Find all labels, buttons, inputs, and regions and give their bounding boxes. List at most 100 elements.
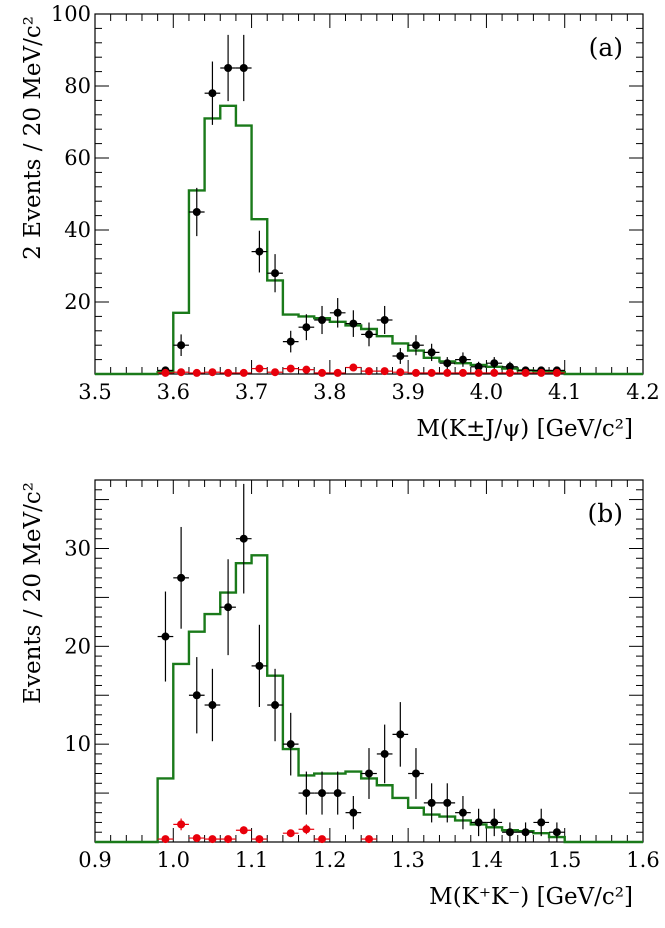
data-point <box>439 783 456 823</box>
x-tick-label: 4.1 <box>548 380 581 404</box>
data-marker <box>427 348 436 357</box>
background-marker <box>224 368 233 377</box>
data-marker <box>365 769 373 778</box>
data-point <box>361 748 377 799</box>
data-marker <box>318 316 327 324</box>
background-point <box>282 829 299 838</box>
data-point <box>235 483 252 594</box>
background-point <box>204 368 221 377</box>
data-marker <box>474 362 483 371</box>
data-point <box>282 712 299 776</box>
y-tick-label: 100 <box>51 2 91 26</box>
data-point <box>517 822 534 842</box>
background-marker <box>474 368 483 377</box>
background-point <box>314 835 330 844</box>
x-tick-label: 1.6 <box>626 848 659 872</box>
x-tick-label: 3.9 <box>391 380 424 404</box>
y-tick-label: 20 <box>64 290 91 314</box>
data-point <box>329 298 346 328</box>
background-point <box>173 368 189 377</box>
data-marker <box>224 64 233 72</box>
data-marker <box>255 247 264 256</box>
data-marker <box>505 828 514 837</box>
background-marker <box>318 368 327 377</box>
background-point <box>549 368 565 377</box>
data-marker <box>271 701 280 710</box>
background-point <box>423 368 440 377</box>
data-marker <box>521 828 530 837</box>
data-marker <box>443 359 452 368</box>
background-marker <box>255 364 264 373</box>
data-point <box>298 314 315 341</box>
background-point <box>517 368 534 377</box>
data-marker <box>302 789 311 798</box>
x-tick-label: 1.3 <box>391 848 424 872</box>
background-point <box>235 826 252 835</box>
y-tick-label: 30 <box>64 536 91 560</box>
data-point <box>267 668 283 742</box>
data-marker <box>161 632 170 641</box>
chart-panel-a: 3.5 3.6 3.7 3.8 3.9 4.0 4.1 4.2 20 40 60 80 100 M(K±J… <box>20 2 660 442</box>
chart-panel-b: 0.9 1.0 1.1 1.2 1.3 1.4 1.5 1.6 10 20 30 M(K⁺K⁻) [G… <box>20 479 660 910</box>
data-point <box>314 305 330 335</box>
data-marker <box>349 319 358 328</box>
background-marker <box>302 825 311 834</box>
data-marker <box>177 573 186 582</box>
background-marker <box>490 368 499 377</box>
data-point <box>220 34 236 102</box>
background-point <box>188 834 205 843</box>
data-marker <box>333 789 342 798</box>
mc-histogram-line <box>95 554 643 844</box>
background-point <box>220 835 236 844</box>
background-marker <box>271 368 280 377</box>
data-marker <box>537 818 546 827</box>
data-point <box>486 357 503 370</box>
background-marker <box>333 368 342 377</box>
x-tick-label: 1.4 <box>470 848 503 872</box>
data-point <box>361 322 377 347</box>
background-point <box>376 367 393 376</box>
background-marker <box>286 829 295 838</box>
background-marker <box>177 820 186 829</box>
background-point <box>361 367 377 376</box>
background-point <box>204 835 221 844</box>
background-marker <box>396 368 405 377</box>
background-point <box>267 368 283 377</box>
background-point <box>329 368 346 377</box>
data-point <box>235 34 252 102</box>
data-marker <box>271 269 280 278</box>
data-point <box>173 526 189 629</box>
data-marker <box>380 749 389 758</box>
data-marker <box>349 808 358 817</box>
x-tick-label: 1.0 <box>157 848 190 872</box>
y-axis-title: Events / 20 MeV/c² <box>20 482 46 704</box>
data-point <box>376 305 393 335</box>
background-point <box>470 368 487 377</box>
background-marker <box>318 835 327 844</box>
background-point <box>486 368 503 377</box>
data-marker <box>333 308 342 317</box>
background-marker <box>427 368 436 377</box>
background-point <box>502 368 518 377</box>
x-tick-label: 3.6 <box>157 380 190 404</box>
data-point <box>392 348 409 364</box>
data-point <box>439 357 456 370</box>
data-point <box>345 796 362 830</box>
data-marker <box>396 352 405 360</box>
x-tick-label: 3.8 <box>313 380 346 404</box>
data-marker <box>318 789 327 798</box>
data-marker <box>177 341 186 350</box>
panel-label: (b) <box>587 499 623 528</box>
y-tick-label: 60 <box>64 146 91 170</box>
panel-label: (a) <box>589 33 623 62</box>
data-marker <box>224 603 233 612</box>
x-tick-label: 1.2 <box>313 848 346 872</box>
background-marker <box>443 368 452 377</box>
background-marker <box>239 368 248 377</box>
background-marker <box>255 835 264 844</box>
x-tick-label: 1.1 <box>235 848 268 872</box>
data-point <box>173 334 189 356</box>
background-point <box>235 368 252 377</box>
background-point <box>408 368 424 377</box>
background-marker <box>239 826 248 835</box>
